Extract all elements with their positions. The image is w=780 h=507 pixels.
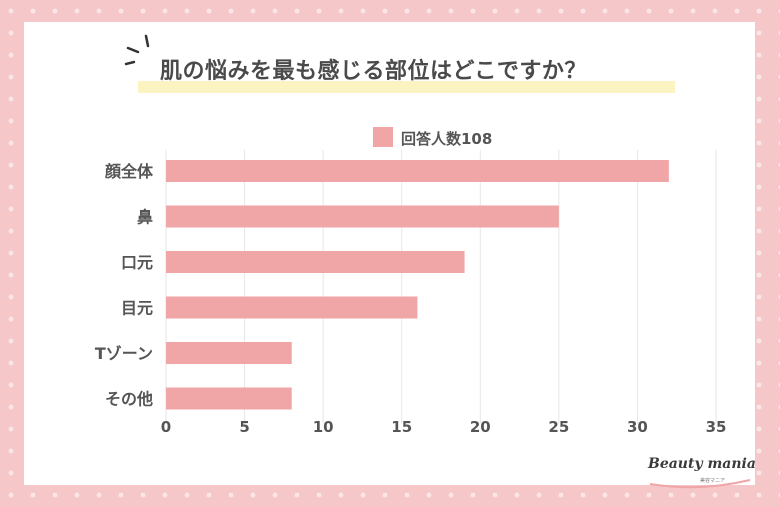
logo-text: Beauty mania [648,456,756,472]
category-label: Tゾーン [95,344,153,363]
x-tick-label: 5 [239,418,249,436]
chart-title: 肌の悩みを最も感じる部位はどこですか？ [160,59,587,84]
bar [166,160,669,182]
logo-mark [649,479,751,489]
category-label: 鼻 [137,208,153,227]
x-tick-label: 0 [161,418,171,436]
x-tick-label: 15 [391,418,412,436]
title-highlight [138,81,675,93]
bar [166,342,292,364]
bar [166,387,292,410]
category-label: 口元 [121,253,153,272]
x-tick-label: 20 [470,418,491,436]
category-label: 顔全体 [104,162,154,181]
x-tick-label: 25 [548,418,569,436]
legend-swatch [373,127,393,147]
category-label: 目元 [121,299,153,318]
x-tick-labels: 0 5 10 15 20 25 30 35 [161,418,727,436]
legend: 回答人数108 [373,127,492,148]
grid-lines [165,150,717,424]
category-label: その他 [105,390,153,409]
title-area: 肌の悩みを最も感じる部位はどこですか？ [0,0,780,100]
logo-subtext: 美容マニア [700,478,726,484]
x-tick-label: 35 [706,418,727,436]
bar [166,296,418,319]
legend-label: 回答人数108 [401,130,492,148]
bar [166,251,465,273]
bar [166,205,559,228]
sparkle-icon [124,34,150,66]
x-tick-label: 30 [627,418,648,436]
x-tick-label: 10 [313,418,334,436]
bars [166,160,669,410]
